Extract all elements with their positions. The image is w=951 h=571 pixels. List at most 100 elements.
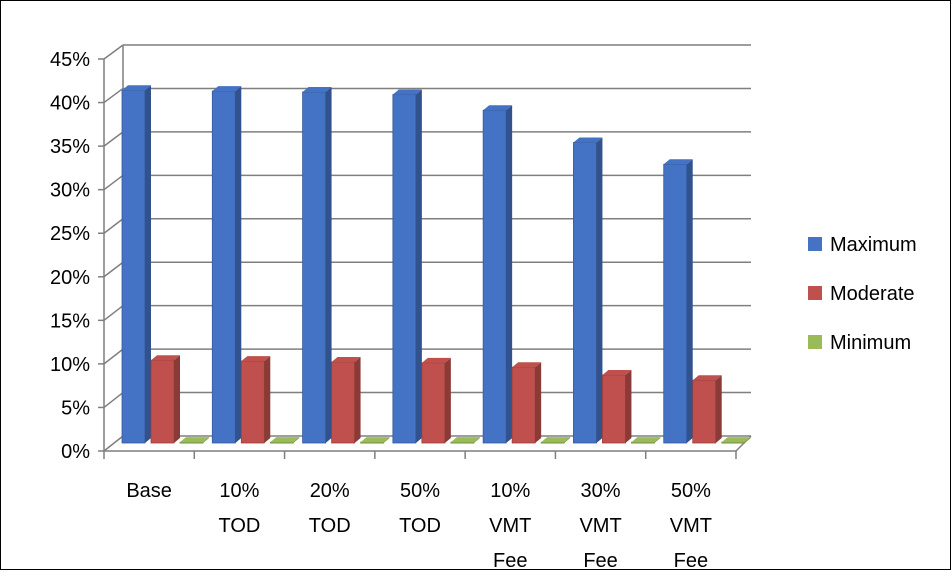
- bar-moderate: [511, 366, 536, 444]
- bar-maximum: [392, 94, 417, 444]
- x-tick-label: TOD: [399, 515, 441, 537]
- bar-top-maximum: [483, 105, 513, 111]
- bar-top-maximum: [212, 86, 242, 92]
- bar-side-minimum: [473, 437, 480, 443]
- bar-top-maximum: [663, 159, 693, 165]
- bar-side-maximum: [686, 159, 693, 443]
- bar-moderate: [692, 379, 717, 444]
- gridline-side: [103, 44, 124, 60]
- x-tick-label: 10%: [219, 480, 259, 502]
- gridline-side: [103, 87, 124, 104]
- x-tick-label: Base: [126, 480, 172, 502]
- legend-label-moderate: Moderate: [830, 283, 915, 305]
- bar-moderate: [602, 374, 626, 444]
- bar-side-maximum: [145, 85, 151, 443]
- x-tick-label: Fee: [583, 550, 617, 571]
- gridline-side: [103, 218, 124, 234]
- bar-maximum: [663, 163, 688, 444]
- bar-top-moderate: [331, 356, 361, 362]
- y-tick-label: 5%: [61, 397, 90, 419]
- y-tick-label: 30%: [50, 180, 90, 202]
- bar-side-minimum: [383, 437, 390, 443]
- bar-side-moderate: [444, 357, 451, 443]
- bar-maximum: [482, 109, 507, 444]
- bar-side-moderate: [264, 356, 271, 443]
- x-tick-label: TOD: [309, 515, 351, 537]
- bar-minimum: [269, 441, 294, 444]
- bar-side-maximum: [506, 105, 513, 443]
- legend-swatch-minimum: [808, 335, 822, 349]
- y-tick-label: 10%: [50, 354, 90, 376]
- x-tick-label: 30%: [581, 480, 621, 502]
- gridline-side: [103, 348, 124, 365]
- bar-moderate: [421, 362, 446, 444]
- bar-minimum: [721, 441, 746, 444]
- legend-label-maximum: Maximum: [830, 234, 917, 256]
- bar-side-moderate: [174, 355, 180, 443]
- y-tick-label: 15%: [50, 310, 90, 332]
- x-tick-label: 50%: [400, 480, 440, 502]
- bar-minimum: [631, 441, 655, 444]
- gridline-side: [103, 391, 124, 409]
- bar-top-minimum: [541, 437, 571, 443]
- legend-swatch-maximum: [808, 237, 822, 251]
- bar-side-moderate: [715, 375, 722, 443]
- bar-top-moderate: [692, 375, 722, 381]
- bar-minimum: [360, 441, 384, 444]
- bar-side-maximum: [596, 137, 603, 443]
- x-tick-label: Fee: [493, 550, 527, 571]
- bar-moderate: [150, 359, 175, 444]
- x-tick-label: VMT: [579, 515, 621, 537]
- bar-top-moderate: [512, 362, 542, 368]
- bar-top-moderate: [241, 356, 271, 362]
- bar-side-maximum: [325, 86, 332, 443]
- legend-label-minimum: Minimum: [830, 332, 911, 354]
- x-tick-label: 20%: [310, 480, 350, 502]
- bar-side-minimum: [203, 437, 209, 443]
- bar-minimum: [450, 441, 475, 444]
- bar-top-moderate: [151, 355, 180, 361]
- gridline-side: [103, 305, 124, 321]
- bar-moderate: [331, 361, 355, 444]
- y-tick-label: 40%: [50, 93, 90, 115]
- bar-side-moderate: [354, 356, 361, 443]
- x-tick-label: VMT: [670, 515, 712, 537]
- bar-side-moderate: [625, 370, 632, 443]
- x-tick-label: TOD: [218, 515, 260, 537]
- gridline-side: [103, 435, 124, 452]
- bar-maximum: [211, 90, 236, 444]
- x-tick-label: 10%: [490, 480, 530, 502]
- bar-top-maximum: [122, 85, 151, 91]
- bar-side-minimum: [744, 437, 751, 443]
- x-tick-label: 50%: [671, 480, 711, 502]
- bar-top-minimum: [180, 437, 209, 443]
- gridline-side: [103, 261, 124, 278]
- bar-top-minimum: [270, 437, 300, 443]
- bar-maximum: [121, 89, 146, 444]
- bar-side-maximum: [235, 86, 242, 444]
- bar-side-minimum: [654, 437, 661, 443]
- bar-top-moderate: [421, 357, 451, 363]
- y-tick-label: 25%: [50, 223, 90, 245]
- bar-top-maximum: [392, 89, 422, 95]
- bar-side-maximum: [415, 89, 422, 444]
- bar-top-maximum: [573, 137, 603, 143]
- bar-maximum: [302, 91, 326, 444]
- bar-top-minimum: [721, 437, 751, 443]
- bar-side-minimum: [293, 437, 300, 443]
- bar-top-moderate: [602, 370, 632, 376]
- gridline-side: [103, 131, 124, 147]
- bar-maximum: [573, 142, 597, 444]
- bar-side-minimum: [564, 437, 571, 443]
- y-tick-label: 20%: [50, 267, 90, 289]
- bar-top-minimum: [360, 437, 390, 443]
- bar-minimum: [540, 441, 565, 444]
- bar-moderate: [240, 360, 265, 444]
- bar-side-moderate: [535, 362, 542, 443]
- y-tick-label: 45%: [50, 49, 90, 71]
- x-tick-label: VMT: [489, 515, 531, 537]
- gridline-side: [103, 174, 124, 191]
- bar-top-minimum: [631, 437, 661, 443]
